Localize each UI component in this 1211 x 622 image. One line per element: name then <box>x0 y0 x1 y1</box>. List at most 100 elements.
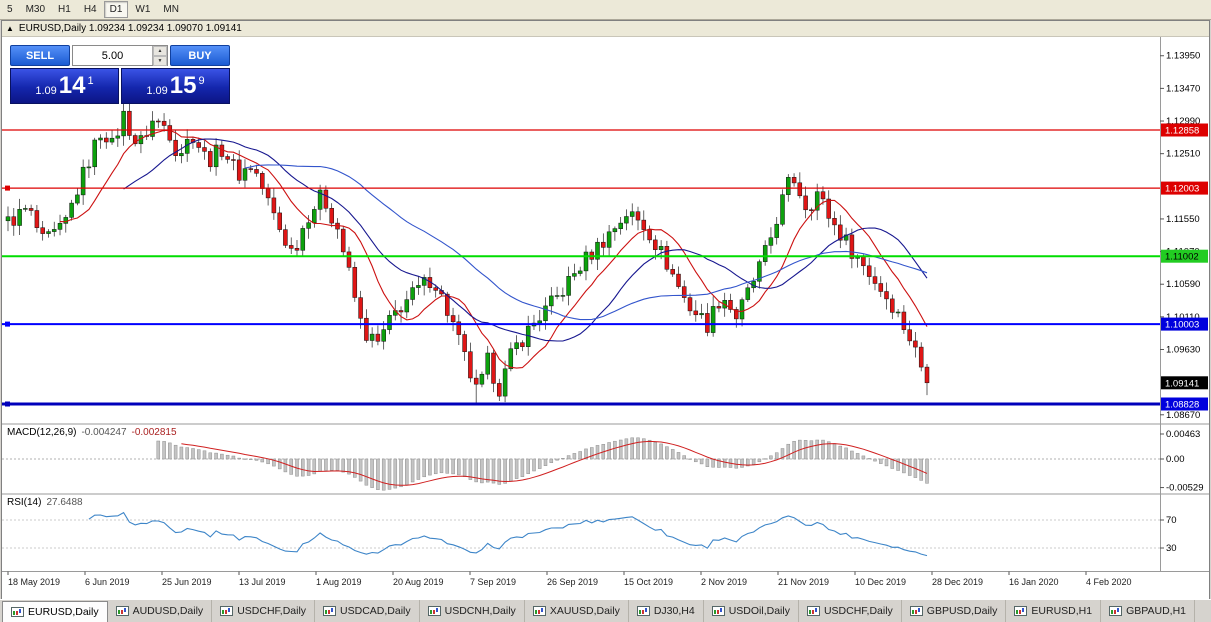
volume-field[interactable]: 5.00 ▲ ▼ <box>72 45 168 66</box>
chart-window: ▲ EURUSD,Daily 1.09234 1.09234 1.09070 1… <box>1 20 1210 599</box>
mini-chart-icon <box>11 607 24 617</box>
svg-text:2 Nov 2019: 2 Nov 2019 <box>701 577 747 587</box>
svg-text:4 Feb 2020: 4 Feb 2020 <box>1086 577 1132 587</box>
chart-tab[interactable]: EURUSD,Daily <box>2 601 108 622</box>
svg-text:1.13470: 1.13470 <box>1166 83 1200 94</box>
buy-price-prefix: 1.09 <box>146 84 168 97</box>
buy-price-pip: 9 <box>198 74 205 87</box>
mini-chart-icon <box>636 606 650 616</box>
mini-chart-icon <box>1109 606 1123 616</box>
svg-text:18 May 2019: 18 May 2019 <box>8 577 60 587</box>
sell-price-panel[interactable]: 1.09 14 1 <box>10 68 119 104</box>
indicator-axes: 0.00463 0.00 -0.00529 70 30 <box>1160 429 1204 554</box>
buy-price-panel[interactable]: 1.09 15 9 <box>121 68 230 104</box>
horizontal-lines-layer[interactable] <box>2 129 1160 407</box>
svg-text:-0.00529: -0.00529 <box>1166 483 1204 494</box>
mini-chart-icon <box>806 606 820 616</box>
chart-tab[interactable]: USDCAD,Daily <box>315 600 420 622</box>
mini-chart-icon <box>323 606 337 616</box>
chart-tab[interactable]: USDCHF,Daily <box>212 600 316 622</box>
volume-up-icon[interactable]: ▲ <box>153 46 167 56</box>
svg-text:7 Sep 2019: 7 Sep 2019 <box>470 577 516 587</box>
mini-chart-icon <box>1014 606 1028 616</box>
chart-tab[interactable]: USDCNH,Daily <box>420 600 525 622</box>
timeframe-button-5[interactable]: 5 <box>1 1 19 18</box>
chart-tab-label: EURUSD,H1 <box>1031 605 1093 617</box>
chart-type-icon: ▲ <box>6 24 14 33</box>
chart-tab[interactable]: GBPAUD,H1 <box>1101 600 1195 622</box>
chart-window-title: EURUSD,Daily 1.09234 1.09234 1.09070 1.0… <box>18 23 242 34</box>
mini-chart-icon <box>532 606 546 616</box>
chart-tab[interactable]: USDCHF,Daily <box>799 600 902 622</box>
timeframe-button-h1[interactable]: H1 <box>52 1 77 18</box>
timeframe-button-m30[interactable]: M30 <box>20 1 51 18</box>
mini-chart-icon <box>427 606 441 616</box>
buy-button[interactable]: BUY <box>170 45 230 66</box>
chart-tab[interactable]: XAUUSD,Daily <box>525 600 629 622</box>
svg-text:6 Jun 2019: 6 Jun 2019 <box>85 577 130 587</box>
svg-text:1.09141: 1.09141 <box>1165 378 1199 389</box>
timeframe-button-d1[interactable]: D1 <box>103 1 129 18</box>
chart-canvas[interactable]: 1.13950 1.13470 1.12990 1.12510 1.11550 1.110… <box>2 37 1209 599</box>
chart-tab-label: DJ30,H4 <box>653 605 695 617</box>
date-axis[interactable]: 18 May 2019 6 Jun 2019 25 Jun 2019 13 Jul 2… <box>7 571 1132 588</box>
moving-average-10 <box>59 129 928 369</box>
svg-text:1.09630: 1.09630 <box>1166 345 1200 356</box>
sell-price-pip: 1 <box>87 74 94 87</box>
chart-tab-label: AUDUSD,Daily <box>132 605 204 617</box>
volume-spinner[interactable]: ▲ ▼ <box>152 46 167 66</box>
chart-tab[interactable]: GBPUSD,Daily <box>902 600 1007 622</box>
svg-text:1.12510: 1.12510 <box>1166 149 1200 160</box>
svg-text:70: 70 <box>1166 515 1177 526</box>
svg-text:1.08828: 1.08828 <box>1165 400 1199 411</box>
timeframe-button-h4[interactable]: H4 <box>78 1 103 18</box>
price-axis[interactable]: 1.13950 1.13470 1.12990 1.12510 1.11550 1.110… <box>1160 51 1208 421</box>
chart-tab-label: USDCHF,Daily <box>237 605 307 617</box>
chart-tab-label: XAUUSD,Daily <box>549 605 620 617</box>
buy-price-big: 15 <box>169 72 197 99</box>
svg-text:0.00463: 0.00463 <box>1166 429 1200 440</box>
svg-text:30: 30 <box>1166 543 1177 554</box>
chart-tab-label: EURUSD,Daily <box>28 606 99 618</box>
mini-chart-icon <box>115 606 129 616</box>
svg-text:1.12858: 1.12858 <box>1165 126 1199 137</box>
candles-layer <box>5 101 930 404</box>
svg-text:1.10003: 1.10003 <box>1165 320 1199 331</box>
svg-text:1.13950: 1.13950 <box>1166 51 1200 62</box>
chart-tab[interactable]: AUDUSD,Daily <box>108 600 213 622</box>
mini-chart-icon <box>711 606 725 616</box>
chart-body[interactable]: 1.13950 1.13470 1.12990 1.12510 1.11550 1.110… <box>2 37 1209 599</box>
chart-frame <box>2 37 1209 572</box>
timeframe-button-w1[interactable]: W1 <box>129 1 156 18</box>
sell-price-big: 14 <box>58 72 86 99</box>
svg-text:20 Aug 2019: 20 Aug 2019 <box>393 577 444 587</box>
svg-text:1.12003: 1.12003 <box>1165 184 1199 195</box>
svg-text:13 Jul 2019: 13 Jul 2019 <box>239 577 286 587</box>
chart-tab[interactable]: EURUSD,H1 <box>1006 600 1102 622</box>
moving-average-21 <box>123 138 928 342</box>
sell-price-prefix: 1.09 <box>35 84 57 97</box>
sell-button[interactable]: SELL <box>10 45 70 66</box>
chart-tab-bar: EURUSD,Daily AUDUSD,Daily USDCHF,Daily USDC… <box>0 599 1211 622</box>
svg-text:16 Jan 2020: 16 Jan 2020 <box>1009 577 1059 587</box>
macd-layer <box>2 437 1160 491</box>
mini-chart-icon <box>909 606 923 616</box>
svg-text:1.10110: 1.10110 <box>1166 312 1200 323</box>
timeframe-toolbar: 5 M30 H1 H4 D1 W1 MN <box>0 0 1211 20</box>
chart-tab-label: GBPUSD,Daily <box>926 605 998 617</box>
rsi-layer <box>2 511 1160 557</box>
svg-text:1.10590: 1.10590 <box>1166 279 1200 290</box>
svg-text:1.11550: 1.11550 <box>1166 214 1200 225</box>
timeframe-button-mn[interactable]: MN <box>157 1 185 18</box>
svg-text:26 Sep 2019: 26 Sep 2019 <box>547 577 598 587</box>
volume-value[interactable]: 5.00 <box>101 49 124 62</box>
svg-text:0.00: 0.00 <box>1166 454 1185 465</box>
mini-chart-icon <box>220 606 234 616</box>
chart-tab[interactable]: DJ30,H4 <box>629 600 704 622</box>
rsi-indicator-label: RSI(14) 27.6488 <box>7 497 83 508</box>
svg-text:10 Dec 2019: 10 Dec 2019 <box>855 577 906 587</box>
volume-down-icon[interactable]: ▼ <box>153 56 167 66</box>
one-click-trading-panel: SELL 5.00 ▲ ▼ BUY 1.09 14 1 1.09 <box>10 45 230 104</box>
chart-tab[interactable]: USDOil,Daily <box>704 600 799 622</box>
svg-text:1.12990: 1.12990 <box>1166 116 1200 127</box>
